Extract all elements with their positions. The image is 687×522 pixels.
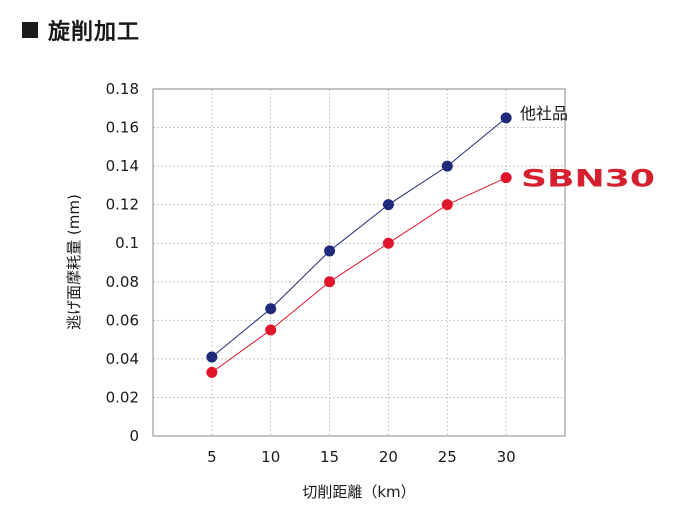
y-tick-label: 0.06 [106,311,139,329]
y-tick-label: 0.12 [106,196,139,214]
x-tick-labels: 5 10 15 20 25 30 [207,448,516,466]
series-label: 他社品 [520,104,568,123]
x-tick-label: 10 [261,448,280,466]
data-point [500,172,512,184]
data-point [206,366,218,378]
data-point [324,245,336,257]
x-tick-label: 30 [497,448,516,466]
data-point [382,237,394,249]
y-tick-label: 0.16 [106,119,139,137]
data-point [500,112,512,124]
y-tick-label: 0.18 [106,80,139,98]
y-axis-title: 逃げ面摩耗量 (mm) [65,194,83,330]
chart-title: 旋削加工 [48,20,141,45]
x-tick-label: 15 [320,448,339,466]
heading-square-icon [22,22,38,38]
data-point [382,199,394,211]
plot-frame [152,88,566,437]
y-tick-label: 0.02 [106,388,139,406]
data-point [265,303,277,315]
series-group [206,112,512,378]
y-tick-labels: 0 0.02 0.04 0.06 0.08 0.1 0.12 0.14 0.16 0.18 [106,80,139,445]
x-tick-label: 20 [379,448,398,466]
y-tick-label: 0 [129,427,139,445]
series-label-brand-logo: SBN30 [521,165,655,193]
series-line-1 [211,177,507,373]
data-point [206,351,218,363]
x-tick-label: 5 [207,448,217,466]
chart-heading: 旋削加工 [22,14,140,46]
y-tick-label: 0.04 [106,350,139,368]
y-tick-label: 0.14 [106,157,139,175]
series-line-0 [211,117,507,358]
data-point [441,199,453,211]
data-point [441,160,453,172]
y-tick-label: 0.08 [106,273,139,291]
data-point [265,324,277,336]
y-tick-label: 0.1 [115,234,139,252]
x-axis-title: 切削距離（km） [302,483,415,501]
data-point [324,276,336,288]
series-labels: 他社品 SBN30 [520,104,655,193]
x-tick-label: 25 [438,448,457,466]
